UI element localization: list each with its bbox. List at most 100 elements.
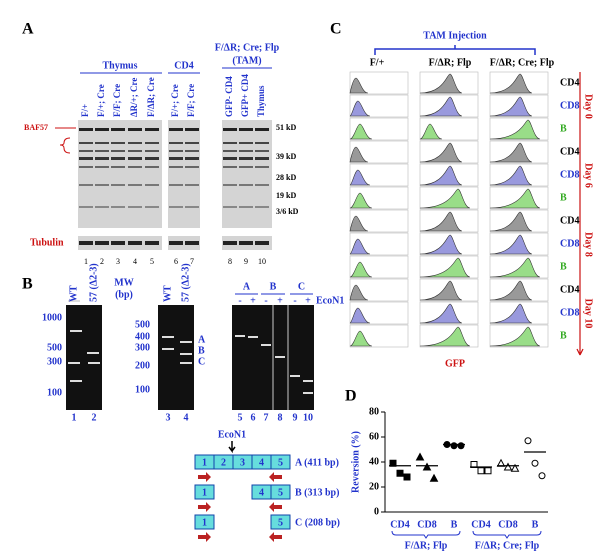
histogram [419, 96, 463, 117]
band [79, 206, 93, 208]
row-label: CD8 [560, 100, 579, 111]
band [128, 166, 142, 168]
y-tick-label: 20 [369, 481, 379, 492]
point [450, 442, 458, 450]
band [223, 157, 237, 160]
band [239, 142, 253, 144]
lane-label: F/+; Cre [96, 84, 106, 117]
exon-number: 4 [259, 487, 264, 498]
lane-number: 2 [100, 257, 104, 266]
panel-label: C [330, 21, 342, 38]
primer [269, 532, 282, 542]
band [128, 128, 142, 131]
lane-number: 9 [244, 257, 248, 266]
ladder-label: 500 [47, 342, 62, 353]
band [128, 241, 142, 245]
x-tick-label: CD8 [417, 519, 436, 530]
histogram [349, 123, 373, 140]
histogram-frame [419, 232, 479, 256]
row-label: B [560, 261, 567, 272]
histogram-frame [419, 324, 479, 348]
histogram [419, 326, 471, 347]
histogram-frame [349, 209, 409, 233]
band [169, 206, 183, 208]
histogram-frame [489, 278, 549, 302]
band [169, 142, 183, 144]
group-label: Thymus [102, 60, 137, 71]
histogram-frame [349, 324, 409, 348]
histogram-frame [489, 301, 549, 325]
lane-number: 6 [251, 412, 256, 423]
column-label: F/ΔR; Cre; Flp [490, 57, 555, 68]
histogram-frame [349, 140, 409, 164]
blot [78, 120, 162, 228]
digest-label: A [243, 281, 251, 292]
gel [158, 305, 194, 410]
gel-band [68, 300, 80, 302]
band [111, 157, 125, 160]
exon-number: 2 [221, 457, 226, 468]
exon [194, 514, 215, 530]
histogram-frame [349, 117, 409, 141]
y-axis-label: Reversion (%) [350, 431, 361, 493]
enzyme-label: EcoN1 [316, 295, 344, 306]
mw-marker: 19 kD [276, 191, 296, 200]
row-label: CD8 [560, 238, 579, 249]
band [185, 166, 199, 168]
lane-number: 4 [133, 257, 137, 266]
band [169, 241, 183, 245]
band [79, 241, 93, 245]
histogram [349, 169, 371, 186]
histogram [419, 165, 463, 186]
digest-sign: + [250, 295, 256, 306]
lane-label: 57 (Δ2-3) [180, 263, 191, 302]
band [185, 206, 199, 208]
histogram [349, 100, 371, 117]
histogram [489, 280, 533, 301]
histogram [419, 211, 463, 232]
row-label: CD4 [560, 284, 579, 295]
lane-number: 7 [264, 412, 269, 423]
blot [222, 120, 272, 228]
mw-marker: 28 kD [276, 173, 296, 182]
band [255, 150, 269, 152]
bracket [59, 137, 71, 154]
band [145, 157, 159, 160]
band [223, 241, 237, 245]
lane-label: GFP+ CD4 [240, 74, 250, 117]
column-label: F/+ [370, 57, 385, 68]
band [185, 150, 199, 152]
histogram [489, 73, 533, 94]
lane-number: 6 [174, 257, 178, 266]
lane-number: 2 [92, 412, 97, 423]
gel-band [70, 330, 82, 332]
lane-number: 8 [278, 412, 283, 423]
histogram-frame [349, 232, 409, 256]
point [484, 467, 492, 475]
band [111, 241, 125, 245]
band [185, 241, 199, 245]
point [396, 469, 404, 477]
band [95, 166, 109, 168]
histogram [489, 142, 533, 163]
band [239, 157, 253, 160]
panel-label: B [22, 276, 33, 293]
blot-tubulin [168, 236, 200, 250]
histogram [489, 165, 533, 186]
band [239, 128, 253, 131]
lane-number: 5 [238, 412, 243, 423]
histogram [349, 215, 369, 232]
gel-band [87, 352, 99, 354]
gel-band [88, 362, 100, 364]
histogram [349, 146, 369, 163]
digest-sign: - [238, 295, 241, 306]
band [111, 206, 125, 208]
row-label: CD4 [560, 77, 579, 88]
histogram [489, 326, 541, 347]
histogram [489, 119, 541, 140]
band-label: C [198, 356, 205, 367]
mw-label: MW [114, 277, 133, 288]
band [95, 142, 109, 144]
histogram [419, 234, 463, 255]
histogram [349, 284, 369, 301]
